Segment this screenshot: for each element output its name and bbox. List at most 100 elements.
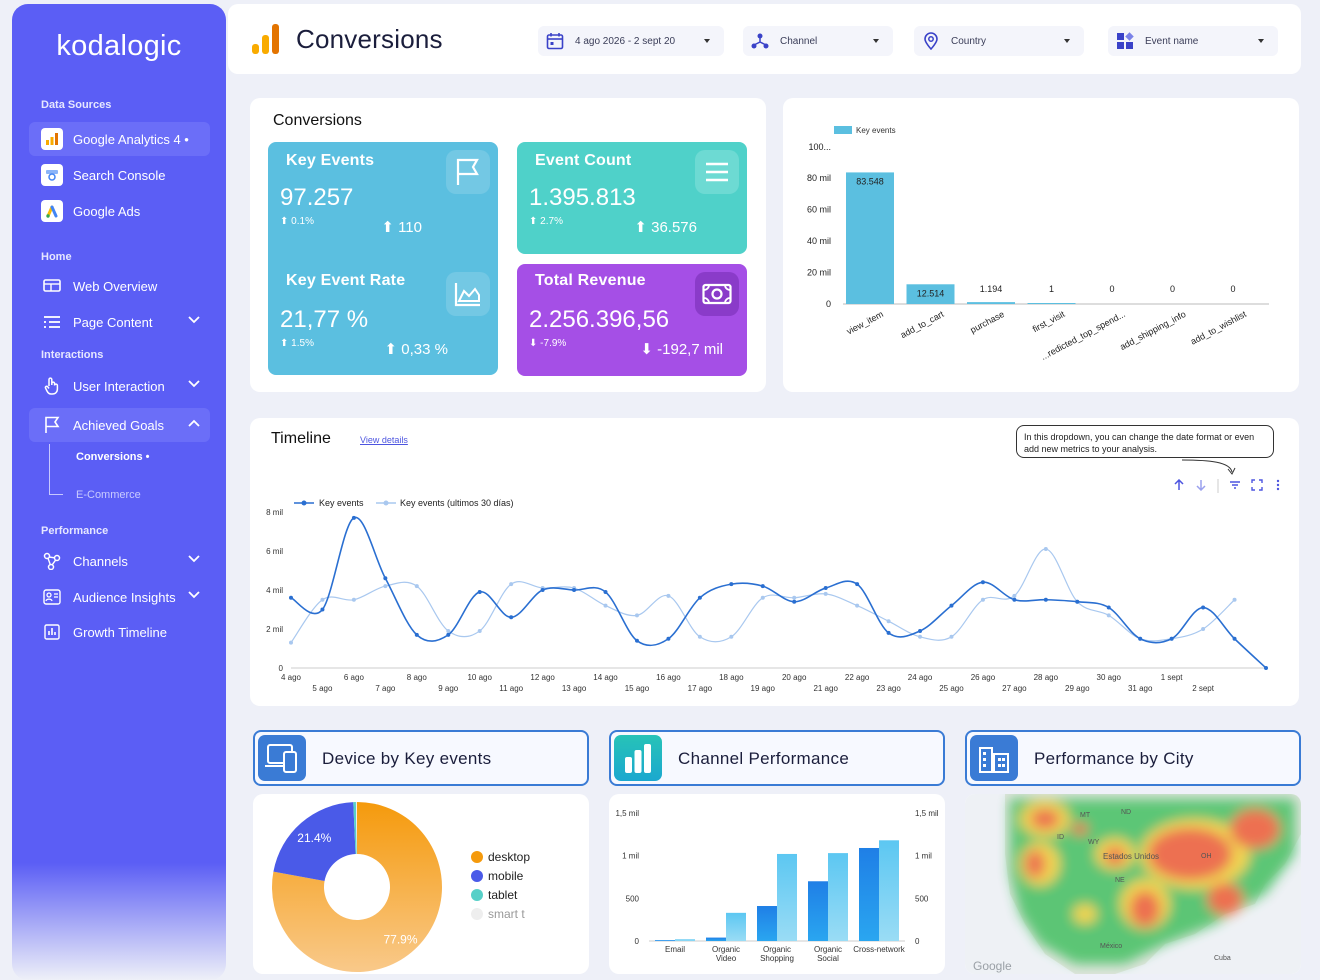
channel-filter[interactable]: Channel	[743, 26, 893, 56]
chevron-down-icon[interactable]	[188, 380, 200, 388]
menu-lines-icon	[695, 150, 739, 194]
sidebar-item-label: Growth Timeline	[73, 624, 167, 640]
channel-card-title: Channel Performance	[678, 749, 850, 768]
timeline-title: Timeline	[271, 430, 331, 447]
logo[interactable]: kodalogic	[56, 30, 182, 62]
conversions-panel: Conversions Key Events 97.257 ⬆ 0.1% ⬆ 1…	[250, 98, 766, 392]
data-point	[697, 634, 702, 639]
data-point	[1012, 593, 1017, 598]
sidebar-item-search-console[interactable]: Search Console	[29, 158, 210, 192]
data-point	[383, 576, 388, 581]
section-title-interactions: Interactions	[41, 349, 104, 361]
data-point	[886, 619, 891, 624]
legend-swatch	[834, 126, 852, 134]
data-point	[477, 589, 482, 594]
data-point	[1012, 597, 1017, 602]
sidebar-item-page-content[interactable]: Page Content	[29, 305, 210, 339]
map-label: MT	[1080, 812, 1091, 819]
map-label: ND	[1121, 809, 1131, 816]
chart-toolbar	[1173, 479, 1283, 493]
legend-swatch	[471, 908, 483, 920]
sidebar-item-channels[interactable]: Channels	[29, 544, 210, 578]
kpi-absolute-change: ⬆ 36.576	[634, 219, 697, 236]
legend-label: Key events	[319, 498, 364, 508]
chevron-down-icon[interactable]	[188, 591, 200, 599]
bar	[879, 840, 899, 941]
audience-icon	[41, 586, 63, 608]
channel-filter-value: Channel	[780, 35, 818, 47]
sidebar-item-audience-insights[interactable]: Audience Insights	[29, 580, 210, 614]
x-tick-label: view_item	[845, 309, 885, 337]
timeline-line-chart: Key events Key events (ultimos 30 días) 0 2…	[266, 498, 1268, 693]
data-point	[634, 613, 639, 618]
kpi-title: Key Events	[286, 152, 375, 169]
kpi-title: Event Count	[535, 152, 632, 169]
toolbar-divider	[1217, 479, 1219, 493]
y-tick-label: 0	[279, 664, 284, 673]
bar	[777, 853, 797, 941]
sidebar-subitem-conversions[interactable]: Conversions •	[76, 451, 150, 463]
sort-descending-icon[interactable]	[1195, 479, 1207, 491]
pie-legend-item[interactable]: smart t	[471, 907, 525, 921]
kpi-card-key-events[interactable]: Key Events 97.257 ⬆ 0.1% ⬆ 110	[268, 142, 498, 254]
more-options-icon[interactable]	[1273, 479, 1283, 491]
data-point	[1138, 636, 1143, 641]
sidebar-item-web-overview[interactable]: Web Overview	[29, 269, 210, 303]
sidebar-item-growth-timeline[interactable]: Growth Timeline	[29, 615, 210, 649]
filter-icon[interactable]	[1229, 479, 1241, 491]
fullscreen-icon[interactable]	[1251, 479, 1263, 491]
y-tick-label: 1 mil	[622, 852, 639, 861]
data-point	[1264, 666, 1268, 670]
bar-value-label: 83.548	[856, 176, 884, 186]
sidebar-item-label: Channels	[73, 553, 128, 569]
view-details-link[interactable]: View details	[360, 435, 408, 445]
chevron-down-icon[interactable]	[188, 555, 200, 563]
location-pin-icon	[921, 31, 941, 51]
pie-legend-item[interactable]: tablet	[471, 888, 517, 902]
data-point	[289, 595, 293, 600]
bar-value-label: 0	[1109, 284, 1114, 294]
city-map-panel: MT ND ID WY Estados Unidos OH NE México …	[965, 794, 1301, 974]
chevron-down-icon[interactable]	[188, 316, 200, 324]
sidebar-item-google-ads[interactable]: Google Ads	[29, 194, 210, 228]
date-range-filter[interactable]: 4 ago 2026 - 2 sept 20	[538, 26, 724, 56]
y-tick-label: 80 mil	[807, 173, 831, 183]
x-tick-label: 10 ago	[467, 673, 492, 682]
pie-legend-item[interactable]: mobile	[471, 869, 523, 883]
sidebar-item-achieved-goals[interactable]: Achieved Goals	[29, 408, 210, 442]
sidebar-item-user-interaction[interactable]: User Interaction	[29, 369, 210, 403]
x-tick-label: 9 ago	[438, 684, 459, 693]
sidebar-item-label: User Interaction	[73, 378, 165, 394]
chevron-up-icon[interactable]	[188, 419, 200, 427]
sidebar-item-google-analytics[interactable]: Google Analytics 4 •	[29, 122, 210, 156]
kpi-card-key-event-rate[interactable]: Key Event Rate 21,77 % ⬆ 1.5% ⬆ 0,33 %	[268, 264, 498, 376]
kpi-absolute-change: ⬆ 0,33 %	[384, 341, 448, 358]
y-tick-label-right: 0	[915, 937, 920, 946]
pie-legend-item[interactable]: desktop	[471, 850, 530, 864]
bar	[808, 881, 828, 941]
y-tick-label-right: 1 mil	[915, 852, 932, 861]
event-name-filter[interactable]: Event name	[1108, 26, 1278, 56]
kpi-card-event-count[interactable]: Event Count 1.395.813 ⬆ 2.7% ⬆ 36.576	[517, 142, 747, 254]
x-tick-label: Email	[665, 945, 685, 954]
data-point	[351, 515, 356, 520]
x-tick-label: Social	[817, 954, 839, 963]
data-point	[918, 628, 923, 633]
x-tick-label: Video	[716, 954, 737, 963]
kpi-percent-change: ⬆ 1.5%	[280, 338, 314, 349]
google-ads-icon	[41, 200, 63, 222]
city-heat-map[interactable]: MT ND ID WY Estados Unidos OH NE México …	[965, 794, 1301, 974]
bar	[906, 284, 955, 304]
widgets-icon	[1115, 31, 1135, 51]
bar	[757, 906, 777, 941]
sort-ascending-icon[interactable]	[1173, 479, 1185, 491]
kpi-card-total-revenue[interactable]: Total Revenue 2.256.396,56 ⬇ -7.9% ⬇ -19…	[517, 264, 747, 376]
channel-icon	[750, 31, 770, 51]
tree-hook	[49, 494, 63, 495]
section-title-data-sources: Data Sources	[41, 99, 112, 111]
x-tick-label: 13 ago	[562, 684, 587, 693]
data-point	[792, 595, 797, 600]
sidebar-subitem-ecommerce[interactable]: E-Commerce	[76, 489, 141, 501]
sidebar-item-label: Google Analytics 4 •	[73, 131, 189, 147]
country-filter[interactable]: Country	[914, 26, 1084, 56]
